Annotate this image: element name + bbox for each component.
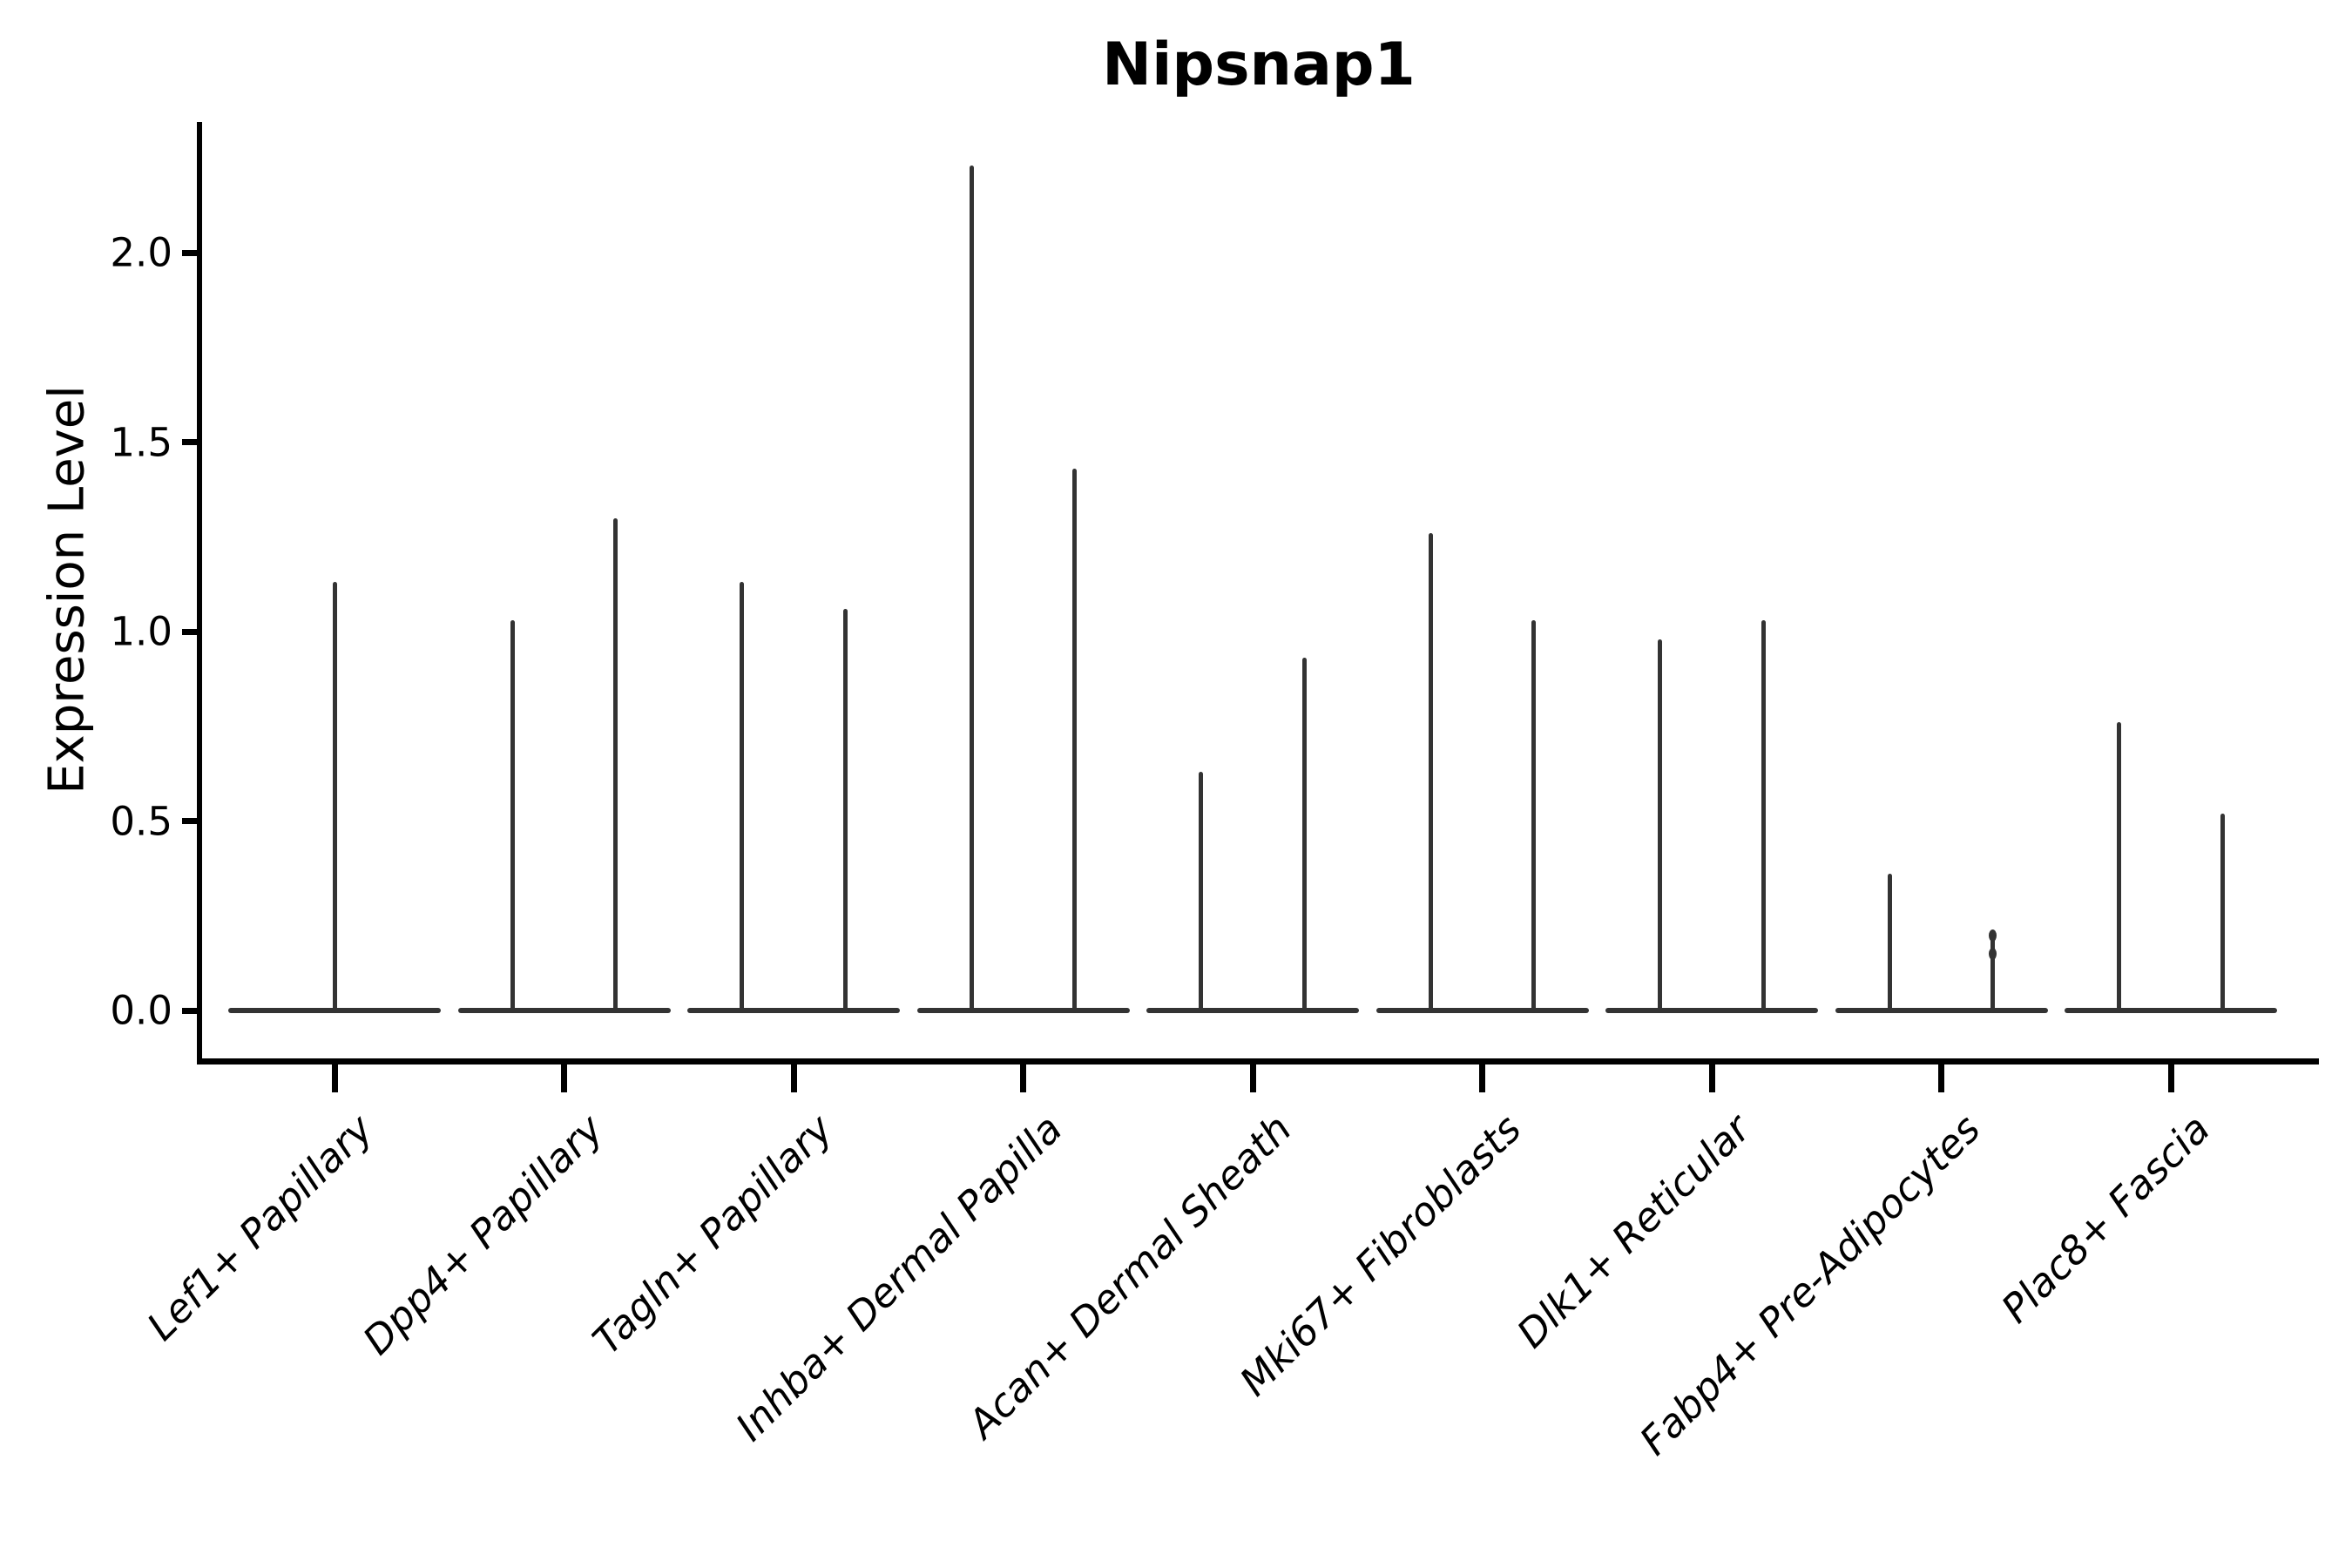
x-axis-tick: [1479, 1064, 1485, 1092]
violin-baseline-plate: [916, 1008, 1130, 1013]
y-axis-tick: [182, 1007, 199, 1014]
violin-baseline-plate: [1835, 1008, 2048, 1013]
violin-spike: [1199, 771, 1204, 1013]
violin-spike: [969, 165, 974, 1013]
violin-spike: [1072, 468, 1078, 1013]
y-axis-tick: [182, 818, 199, 824]
violin-baseline-plate: [1605, 1008, 1818, 1013]
x-axis-tick: [1249, 1064, 1256, 1092]
violin-spike: [613, 517, 618, 1013]
violin-spike: [2117, 722, 2122, 1013]
y-axis-tick-label: 1.5: [110, 419, 172, 465]
y-axis-spine: [197, 122, 202, 1064]
x-axis-tick: [331, 1064, 338, 1092]
violin-baseline-plate: [687, 1008, 900, 1013]
x-axis-spine: [197, 1058, 2319, 1064]
violin-spike: [510, 619, 515, 1013]
x-axis-category-label: Lef1+ Papillary: [138, 1105, 382, 1349]
violin-spike: [1428, 532, 1433, 1013]
violin-tip-bulge: [1989, 948, 1997, 961]
y-axis-tick: [182, 439, 199, 445]
y-axis-tick-label: 2.0: [110, 229, 172, 276]
y-axis-tick: [182, 628, 199, 635]
violin-baseline-plate: [457, 1008, 671, 1013]
violin-spike: [842, 608, 848, 1013]
x-axis-tick: [790, 1064, 797, 1092]
violin-spike: [1301, 658, 1307, 1013]
x-axis-tick: [1938, 1064, 1944, 1092]
x-axis-tick: [2167, 1064, 2174, 1092]
violin-spike: [1887, 874, 1892, 1013]
violin-tip-bulge: [1989, 929, 1997, 942]
violin-baseline-plate: [1375, 1008, 1589, 1013]
violin-baseline-plate: [1146, 1008, 1359, 1013]
y-axis-tick-label: 0.0: [110, 987, 172, 1034]
x-axis-category-label: Plac8+ Fascia: [1991, 1105, 2219, 1332]
violin-spike: [740, 582, 745, 1013]
chart-title: Nipsnap1: [1102, 30, 1416, 99]
violin-spike: [1658, 639, 1663, 1013]
x-axis-category-label: Dpp4+ Papillary: [353, 1105, 612, 1364]
violin-spike: [1531, 619, 1537, 1013]
x-axis-category-label: Tagln+ Papillary: [583, 1105, 841, 1364]
violin-spike: [332, 582, 337, 1013]
violin-spike: [1761, 619, 1766, 1013]
violin-spike: [2220, 813, 2225, 1013]
violin-spike: [1990, 930, 1996, 1013]
y-axis-tick-label: 1.0: [110, 608, 172, 655]
x-axis-category-label: Dlk1+ Reticular: [1508, 1105, 1760, 1357]
x-axis-tick: [1708, 1064, 1715, 1092]
x-axis-tick: [561, 1064, 567, 1092]
y-axis-tick: [182, 249, 199, 256]
x-axis-tick: [1020, 1064, 1026, 1092]
violin-baseline-plate: [2065, 1008, 2277, 1013]
y-axis-tick-label: 0.5: [110, 798, 172, 844]
